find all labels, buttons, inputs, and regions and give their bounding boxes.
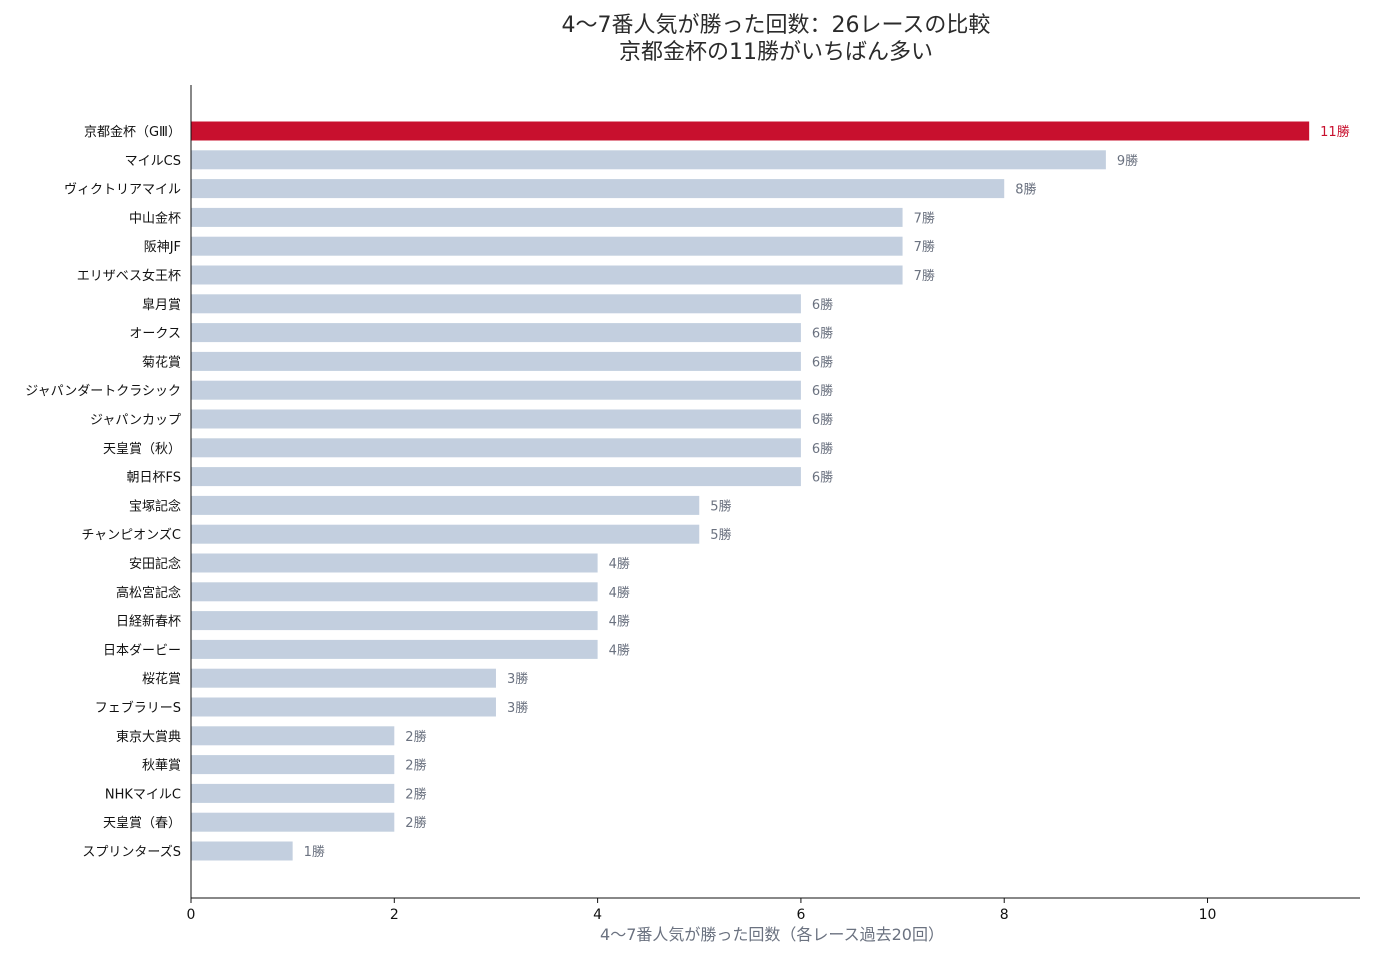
value-label-12: 6勝 — [812, 471, 833, 486]
value-label-19: 3勝 — [507, 672, 528, 687]
bar-13 — [191, 495, 700, 515]
value-label-14: 5勝 — [710, 528, 731, 543]
category-label-10: ジャパンカップ — [90, 413, 181, 428]
bar-0 — [191, 121, 1310, 141]
category-label-18: 日本ダービー — [103, 643, 181, 658]
bar-3 — [191, 207, 903, 227]
value-label-0: 11勝 — [1320, 125, 1350, 140]
bar-8 — [191, 351, 801, 371]
value-label-5: 7勝 — [914, 269, 935, 284]
bar-19 — [191, 668, 496, 688]
value-label-23: 2勝 — [405, 787, 426, 802]
category-label-1: マイルCS — [125, 154, 181, 169]
bar-23 — [191, 783, 395, 803]
category-label-14: チャンピオンズC — [81, 527, 181, 543]
x-tick-label-8: 8 — [1000, 907, 1009, 923]
category-label-9: ジャパンダートクラシック — [25, 384, 181, 399]
x-tick-label-0: 0 — [187, 907, 196, 923]
value-label-24: 2勝 — [405, 816, 426, 831]
x-tick-label-4: 4 — [593, 907, 602, 923]
axes-group: 0 2 4 6 8 10 — [187, 85, 1360, 923]
category-label-17: 日経新春杯 — [116, 614, 181, 630]
chart-title-line-2: 京都金杯の11勝がいちばん多い — [619, 40, 933, 65]
bar-20 — [191, 697, 496, 717]
category-label-3: 中山金杯 — [129, 210, 181, 226]
value-label-11: 6勝 — [812, 442, 833, 457]
bar-4 — [191, 236, 903, 256]
bar-10 — [191, 409, 801, 429]
value-label-13: 5勝 — [710, 499, 731, 514]
bar-24 — [191, 812, 395, 832]
bar-6 — [191, 294, 801, 314]
value-labels-group: 11勝 9勝 8勝 7勝 7勝 7勝 6勝 6勝 6勝 6勝 6勝 6勝 6勝 5勝 5勝 4勝 4勝 4勝 4勝 3… — [304, 125, 1350, 860]
x-tick-label-2: 2 — [390, 907, 399, 923]
category-label-25: スプリンターズS — [82, 844, 181, 860]
bar-16 — [191, 582, 598, 602]
category-label-22: 秋華賞 — [142, 759, 181, 774]
category-label-12: 朝日杯FS — [126, 471, 181, 486]
category-label-5: エリザベス女王杯 — [77, 268, 181, 284]
value-label-3: 7勝 — [914, 211, 935, 226]
category-label-0: 京都金杯（GⅢ） — [84, 124, 181, 140]
value-label-15: 4勝 — [609, 557, 630, 572]
category-label-15: 安田記念 — [129, 556, 181, 572]
category-label-4: 阪神JF — [144, 240, 181, 255]
value-label-10: 6勝 — [812, 413, 833, 428]
category-label-7: オークス — [129, 327, 181, 342]
category-label-2: ヴィクトリアマイル — [64, 182, 181, 198]
bar-18 — [191, 639, 598, 659]
bar-12 — [191, 467, 801, 487]
value-label-18: 4勝 — [609, 643, 630, 658]
value-label-21: 2勝 — [405, 730, 426, 745]
bar-22 — [191, 755, 395, 775]
bar-2 — [191, 179, 1005, 199]
x-axis-title: 4〜7番人気が勝った回数（各レース過去20回） — [600, 925, 944, 944]
value-label-17: 4勝 — [609, 615, 630, 630]
bar-15 — [191, 553, 598, 573]
category-label-16: 高松宮記念 — [116, 585, 181, 601]
value-label-16: 4勝 — [609, 586, 630, 601]
category-label-23: NHKマイルC — [105, 787, 181, 802]
value-label-1: 9勝 — [1117, 154, 1138, 169]
x-tick-label-10: 10 — [1199, 907, 1217, 923]
value-label-8: 6勝 — [812, 355, 833, 370]
bar-17 — [191, 611, 598, 631]
value-label-25: 1勝 — [304, 845, 325, 860]
chart-title-line-1: 4〜7番人気が勝った回数：26レースの比較 — [562, 13, 991, 38]
bar-9 — [191, 380, 801, 400]
bar-11 — [191, 438, 801, 458]
value-label-4: 7勝 — [914, 240, 935, 255]
bars-group — [191, 121, 1310, 861]
bar-5 — [191, 265, 903, 285]
x-tick-label-6: 6 — [796, 907, 805, 923]
category-label-20: フェブラリーS — [95, 700, 181, 716]
bar-1 — [191, 150, 1106, 170]
bar-7 — [191, 323, 801, 343]
category-label-13: 宝塚記念 — [129, 498, 181, 514]
value-label-2: 8勝 — [1015, 183, 1036, 198]
value-label-20: 3勝 — [507, 701, 528, 716]
bar-25 — [191, 841, 293, 861]
value-label-9: 6勝 — [812, 384, 833, 399]
value-label-22: 2勝 — [405, 759, 426, 774]
category-label-11: 天皇賞（秋） — [103, 442, 181, 457]
value-label-7: 6勝 — [812, 327, 833, 342]
category-label-21: 東京大賞典 — [116, 729, 181, 745]
bar-14 — [191, 524, 700, 544]
category-label-24: 天皇賞（春） — [103, 816, 181, 831]
category-label-19: 桜花賞 — [142, 671, 181, 687]
category-label-6: 皐月賞 — [142, 298, 181, 313]
category-label-8: 菊花賞 — [142, 354, 181, 370]
bar-21 — [191, 726, 395, 746]
value-label-6: 6勝 — [812, 298, 833, 313]
